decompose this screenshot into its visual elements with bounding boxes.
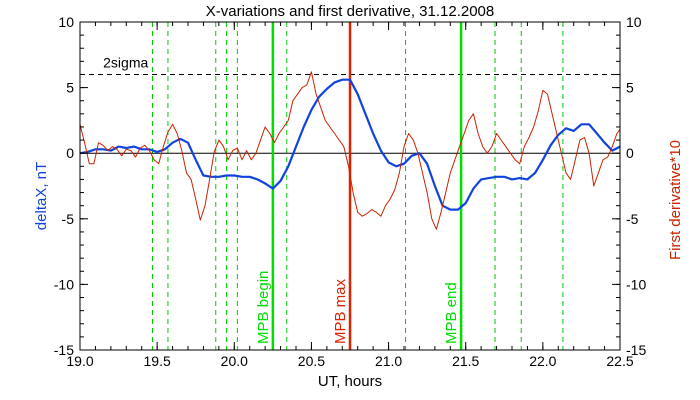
chart-title: X-variations and first derivative, 31.12…	[206, 3, 495, 20]
derivative-series-line	[79, 71, 621, 230]
y2-axis-label: First derivative*10	[667, 140, 684, 260]
x-tick-label: 21.0	[375, 353, 402, 369]
y2-tick-label: 5	[626, 80, 634, 96]
y-tick-label: -10	[54, 276, 74, 292]
x-tick-label: 19.5	[144, 353, 171, 369]
y2-tick-label: 0	[626, 145, 634, 161]
y2-tick-label: -15	[626, 342, 646, 358]
x-tick-label: 20.5	[298, 353, 325, 369]
y-tick-label: 10	[58, 14, 74, 30]
threshold-label: 2sigma	[103, 54, 148, 70]
plot-area: 2sigma MPB begin MPB max MPB end 19.0 19.5 20.…	[54, 14, 647, 369]
marker-label: MPB begin	[255, 271, 272, 344]
marker-label: MPB max	[332, 278, 349, 344]
y-tick-label: -15	[54, 342, 74, 358]
x-tick-label: 22.0	[529, 353, 556, 369]
y-tick-label: -5	[62, 211, 75, 227]
plot-frame	[79, 21, 621, 351]
x-tick-label: 21.5	[452, 353, 479, 369]
marker-label: MPB end	[443, 282, 460, 344]
y-tick-label: 0	[66, 145, 74, 161]
x-tick-label: 22.5	[606, 353, 633, 369]
y-tick-label: 5	[66, 80, 74, 96]
x-axis-label: UT, hours	[318, 373, 382, 390]
x-tick-label: 19.0	[66, 353, 93, 369]
y2-tick-label: 10	[626, 14, 642, 30]
x-tick-label: 20.0	[221, 353, 248, 369]
y2-tick-label: -10	[626, 276, 646, 292]
y-axis-label: deltaX, nT	[33, 162, 50, 230]
deltax-series-line	[79, 78, 621, 211]
y2-tick-label: -5	[626, 211, 639, 227]
